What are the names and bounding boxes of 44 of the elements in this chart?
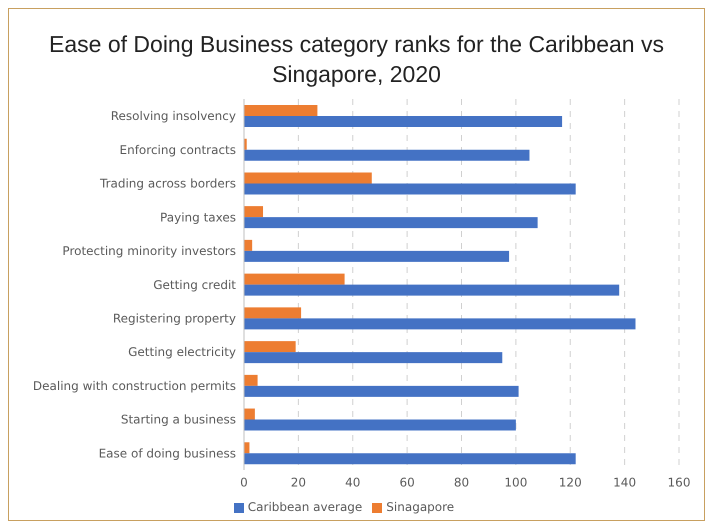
bar	[244, 172, 372, 184]
bar	[244, 150, 530, 161]
bar	[244, 250, 510, 262]
bar	[244, 341, 296, 352]
y-tick-label: Ease of doing business	[98, 446, 236, 460]
y-tick-label: Protecting minority investors	[62, 244, 236, 258]
legend-label: Sinagapore	[386, 500, 454, 514]
x-tick-label: 120	[558, 476, 582, 490]
x-tick-label: 100	[504, 476, 528, 490]
y-tick-label: Paying taxes	[160, 210, 236, 224]
bar	[244, 420, 516, 431]
bar	[244, 206, 264, 218]
x-tick-label: 80	[454, 476, 470, 490]
x-tick-label: 160	[668, 476, 690, 490]
bar	[244, 386, 519, 397]
bar	[244, 284, 620, 296]
bar	[244, 352, 502, 364]
x-tick-label: 20	[290, 476, 306, 490]
chart-title: Ease of Doing Business category ranks for the Caribbean vs Singapore, 2020	[48, 30, 665, 89]
y-tick-label: Dealing with construction permits	[32, 378, 236, 393]
y-tick-label: Getting credit	[153, 278, 236, 292]
x-tick-label: 140	[613, 476, 636, 490]
x-tick-label: 60	[399, 476, 415, 490]
bar	[244, 374, 258, 386]
legend-label: Caribbean average	[248, 500, 362, 514]
bar	[244, 240, 252, 251]
bar	[244, 442, 250, 454]
x-tick-label: 40	[345, 476, 360, 490]
bar	[244, 318, 636, 330]
bar	[244, 408, 255, 420]
y-tick-label: Getting electricity	[128, 345, 236, 360]
bar	[244, 274, 345, 285]
bar	[244, 183, 576, 194]
y-tick-label: Starting a business	[120, 412, 236, 427]
bar	[244, 307, 302, 318]
y-tick-label: Registering property	[112, 311, 236, 326]
x-tick-label: 0	[240, 476, 248, 490]
y-tick-label: Trading across borders	[99, 176, 236, 191]
y-tick-label: Enforcing contracts	[120, 142, 236, 157]
bar	[244, 453, 576, 464]
bar	[244, 116, 562, 127]
bar	[244, 105, 318, 116]
y-tick-label: Resolving insolvency	[110, 109, 236, 124]
bar	[244, 217, 538, 228]
